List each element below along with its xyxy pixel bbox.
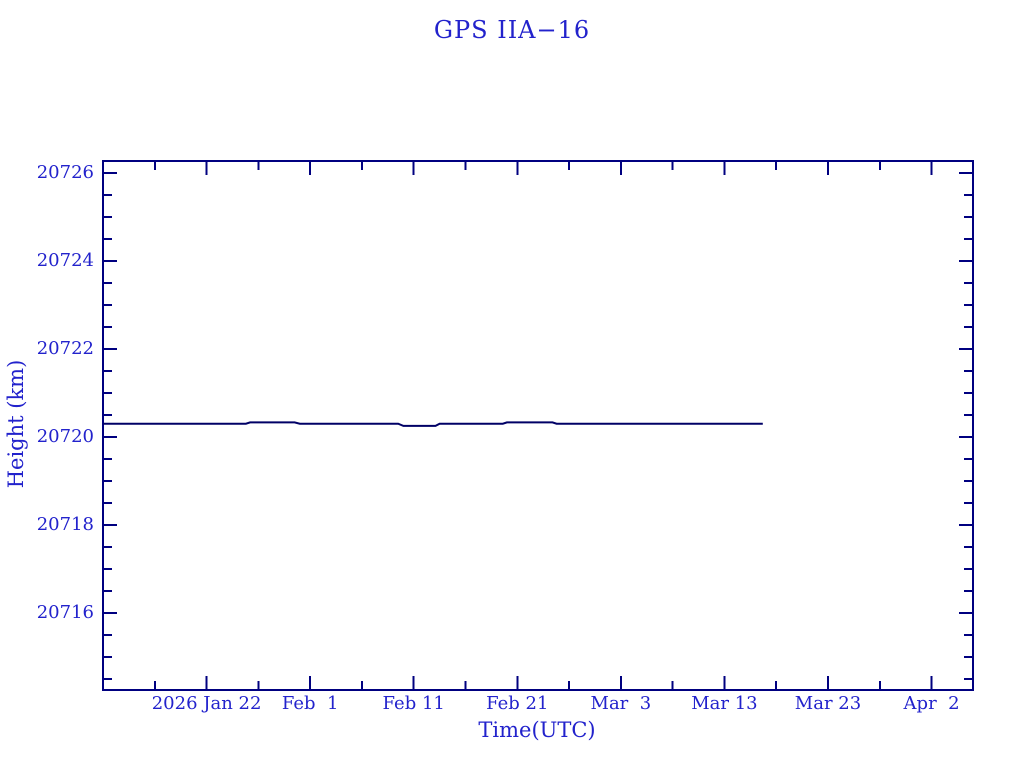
x-tick-label: Feb 21 [486, 693, 549, 714]
x-tick-label: Mar 13 [691, 693, 758, 714]
chart-title: GPS IIA−16 [433, 16, 591, 44]
x-tick-label: 2026 Jan 22 [151, 693, 262, 714]
plot-frame [102, 160, 974, 691]
x-tick-label: Feb 11 [382, 693, 445, 714]
y-tick-label: 20726 [36, 161, 94, 183]
x-tick-label: Apr 2 [903, 693, 960, 714]
x-tick-label: Mar 3 [590, 693, 652, 714]
height-series-line [103, 421, 763, 427]
x-axis-title: Time(UTC) [478, 718, 596, 742]
x-tick-label: Feb 1 [281, 693, 339, 714]
y-tick-label: 20724 [36, 249, 94, 271]
y-tick-label: 20716 [36, 601, 94, 623]
y-tick-label: 20720 [36, 425, 94, 447]
y-tick-label: 20718 [36, 513, 94, 535]
x-tick-label: Mar 23 [794, 693, 862, 714]
y-tick-label: 20722 [36, 337, 94, 359]
